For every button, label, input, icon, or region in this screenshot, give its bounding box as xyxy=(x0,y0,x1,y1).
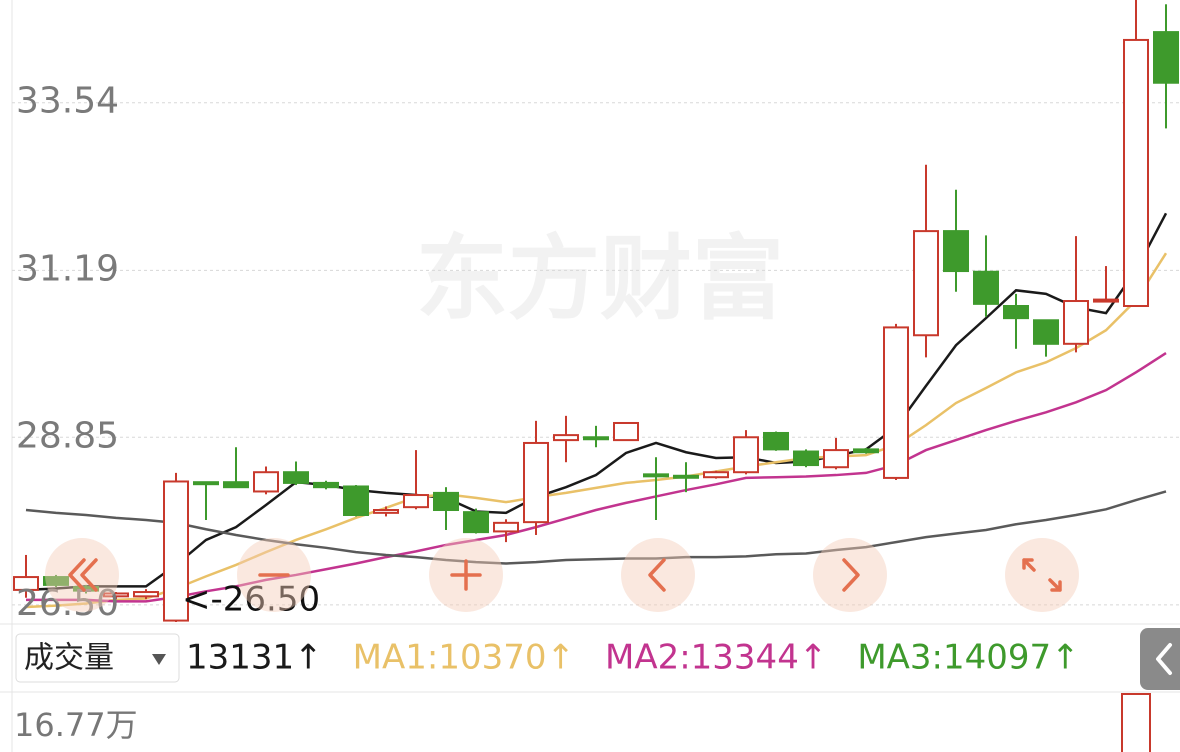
fullscreen-button[interactable] xyxy=(1005,538,1079,612)
prev-button[interactable] xyxy=(621,538,695,612)
candle-body xyxy=(403,494,429,509)
candle-body xyxy=(973,270,999,305)
candle-body xyxy=(913,230,939,337)
ma-line xyxy=(25,212,1168,592)
next-button[interactable] xyxy=(813,538,887,612)
icon-fullscreen xyxy=(1022,558,1062,592)
candle-body xyxy=(613,421,639,442)
candle-body xyxy=(523,441,549,524)
icon-plus xyxy=(450,559,482,591)
candle-body xyxy=(1123,38,1149,308)
y-tick-label: 28.85 xyxy=(16,415,119,456)
dropdown-arrow xyxy=(152,654,166,665)
candle-body xyxy=(73,586,99,592)
y-tick-label: 33.54 xyxy=(16,81,119,122)
candle-body xyxy=(163,480,189,622)
volume-legend-entry: MA2:13344↑ xyxy=(605,638,827,678)
selector-label: 成交量 xyxy=(24,641,114,676)
icon-prev xyxy=(648,558,666,592)
candle-body xyxy=(1003,305,1029,320)
candle-body xyxy=(283,471,309,484)
candle-body xyxy=(103,592,129,598)
candle-body xyxy=(133,591,159,598)
candle-body xyxy=(493,521,519,533)
candles xyxy=(13,0,1179,622)
candle-body xyxy=(1153,31,1179,84)
min-annotation: <-26.50 xyxy=(182,580,320,620)
selector-box[interactable] xyxy=(15,633,180,683)
labels: 33.54 31.19 28.85 26.50 <-26.50 xyxy=(16,81,320,624)
volume-legend: 13131↑ MA1:10370↑ MA2:13344↑ MA3:14097↑ xyxy=(186,638,1080,678)
candle-body xyxy=(313,481,339,489)
candle-body xyxy=(433,491,459,512)
candle-body xyxy=(43,576,69,586)
candle-body xyxy=(643,473,669,478)
candle-body xyxy=(703,471,729,479)
watermark: 东方财富 xyxy=(416,225,784,332)
ma-lines xyxy=(25,212,1168,609)
candle-body xyxy=(373,509,399,514)
candle-body xyxy=(343,485,369,517)
volume-axis-label: 16.77万 xyxy=(14,706,138,744)
candle-body xyxy=(1093,298,1119,303)
candle-body xyxy=(253,471,279,493)
candle-body xyxy=(553,434,579,442)
y-tick-label: 31.19 xyxy=(16,248,119,289)
candle-body xyxy=(463,511,489,534)
candle-body xyxy=(673,474,699,479)
ma-line xyxy=(25,490,1167,565)
candle-body xyxy=(883,326,909,479)
icon-next xyxy=(842,558,860,592)
candle-body xyxy=(1063,300,1089,345)
candle-body xyxy=(583,436,609,441)
volume-legend-entry: 13131↑ xyxy=(186,638,323,678)
candle-body xyxy=(13,576,39,591)
candle-body xyxy=(1033,319,1059,345)
candle-body xyxy=(943,230,969,273)
volume-legend-entry: MA3:14097↑ xyxy=(857,638,1079,678)
control-icons xyxy=(68,558,1062,592)
volume-legend-entry: MA1:10370↑ xyxy=(353,638,575,678)
volume-bar xyxy=(1121,693,1151,752)
y-tick-label: 26.50 xyxy=(16,583,119,624)
candle-body xyxy=(733,436,759,474)
ma-line xyxy=(26,352,1167,603)
ma-line xyxy=(25,252,1168,609)
candle-body xyxy=(853,448,879,454)
candle-body xyxy=(763,431,789,451)
side-toggle-icon xyxy=(1156,643,1172,675)
candle-body xyxy=(793,450,819,467)
candle-body xyxy=(193,481,219,486)
candle-body xyxy=(223,481,249,489)
icon-rewind xyxy=(68,558,98,592)
candle-body xyxy=(823,449,849,469)
